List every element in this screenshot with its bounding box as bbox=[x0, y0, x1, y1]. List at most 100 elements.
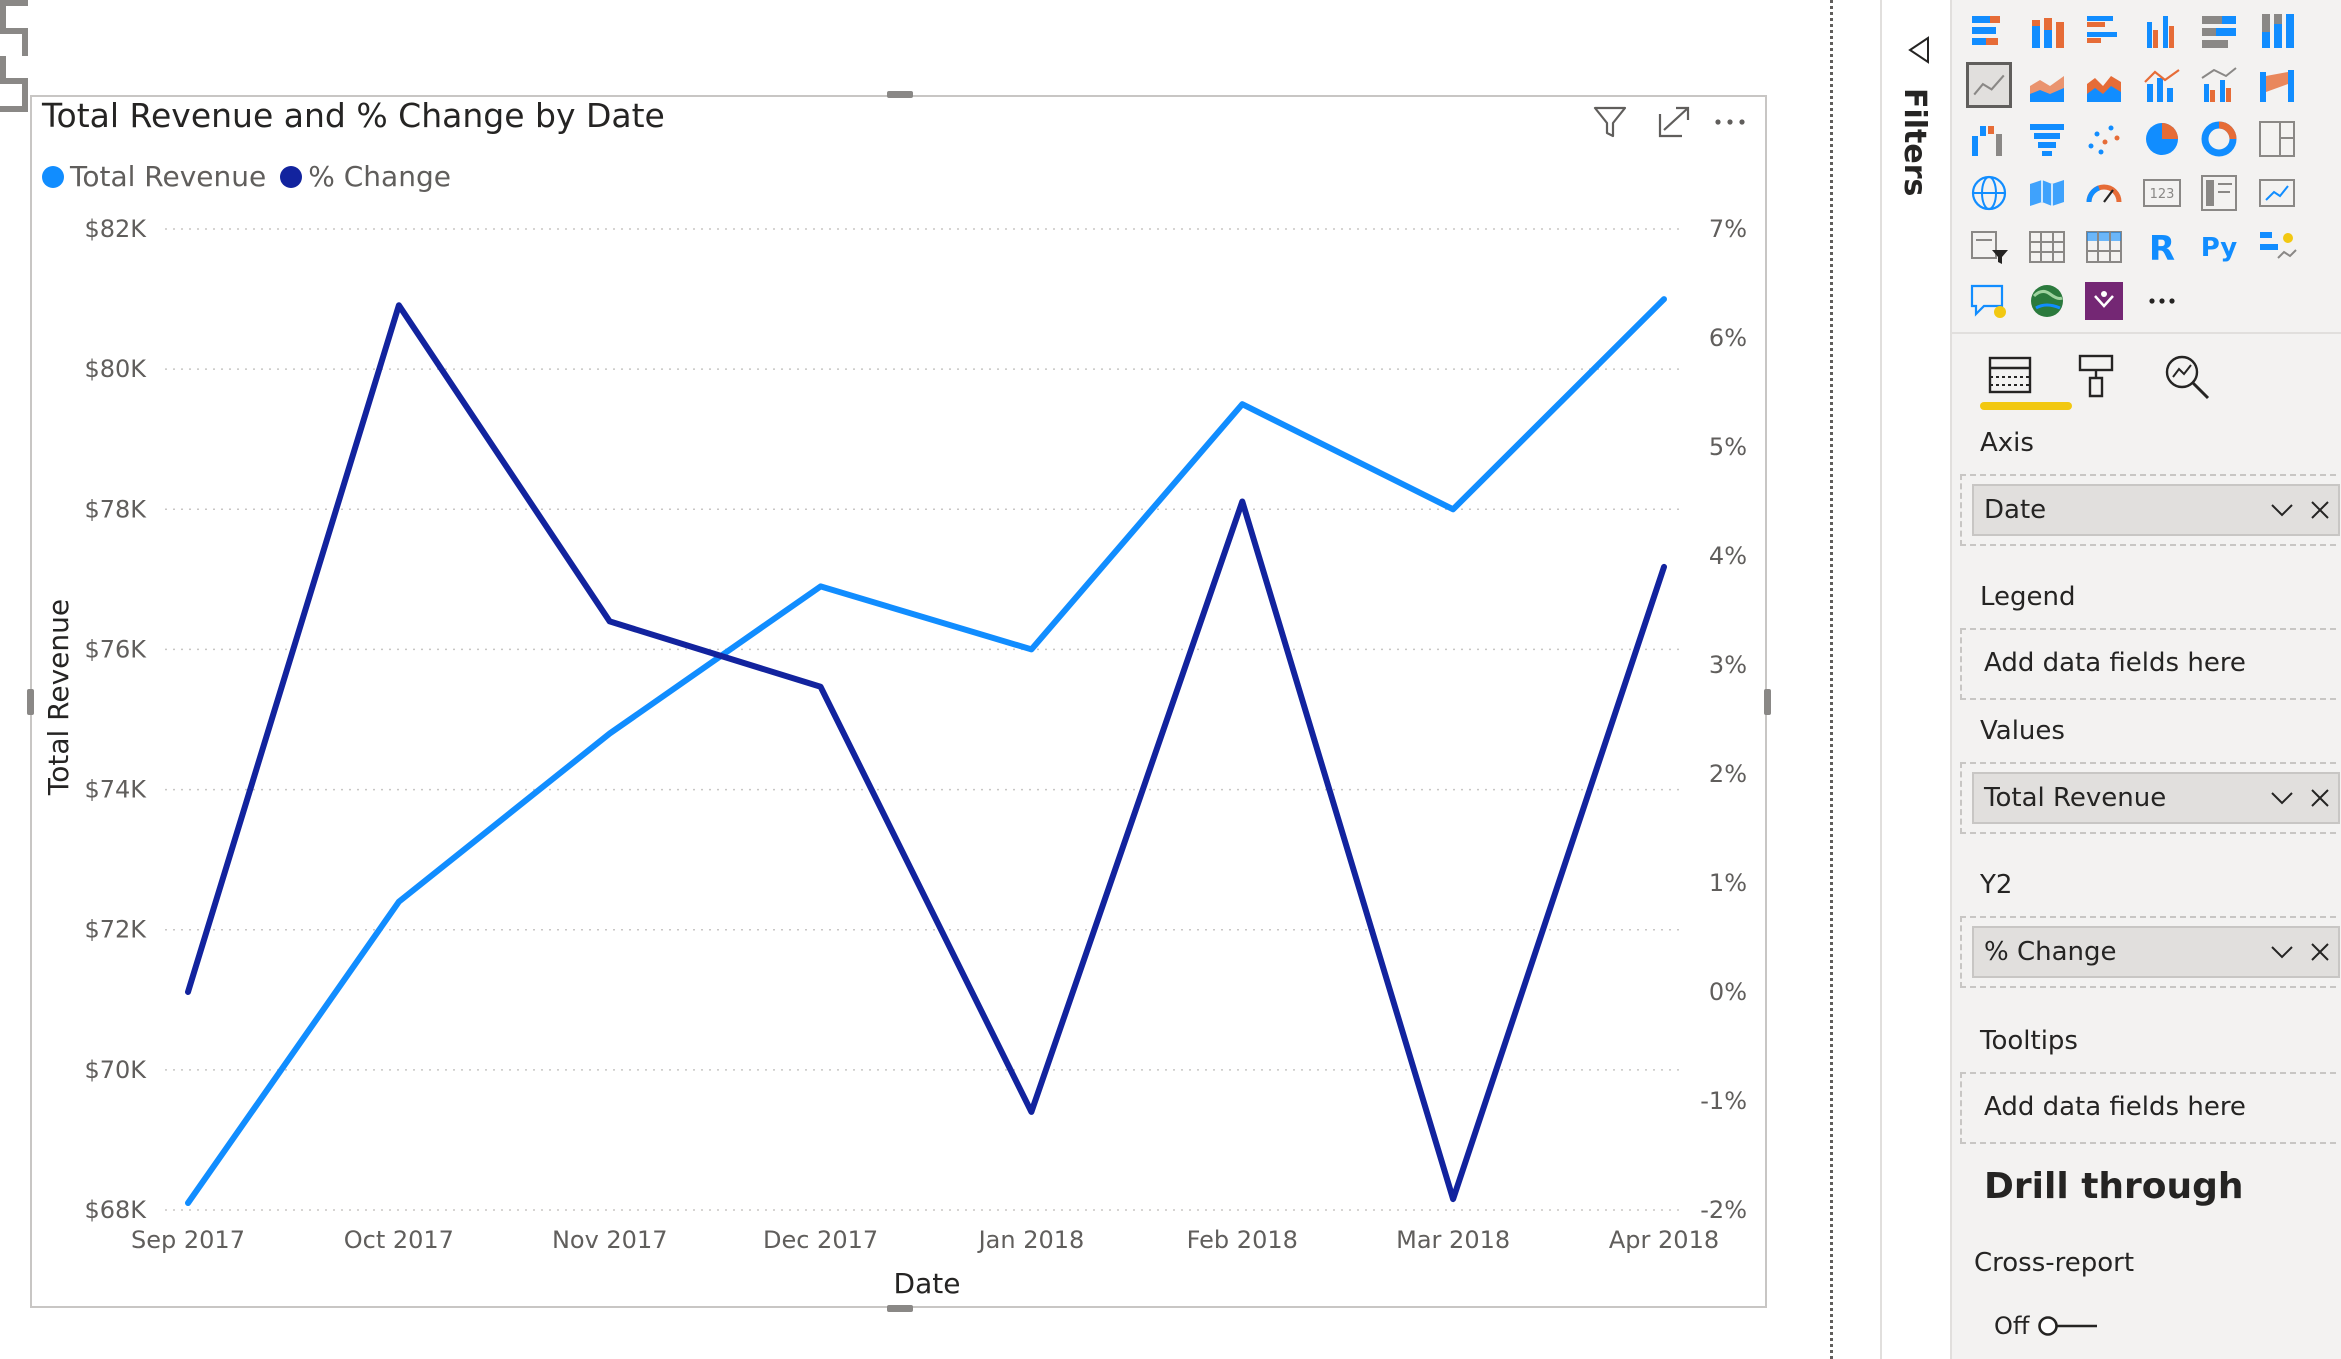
stacked-column-chart-icon[interactable] bbox=[2024, 8, 2070, 54]
key-influencers-icon[interactable] bbox=[2254, 224, 2300, 270]
resize-handle-right[interactable] bbox=[1764, 689, 1771, 715]
slicer-icon[interactable] bbox=[1966, 224, 2012, 270]
x-tick-label: Sep 2017 bbox=[131, 1226, 245, 1254]
legend-well-placeholder: Add data fields here bbox=[1984, 648, 2246, 678]
treemap-icon[interactable] bbox=[2254, 116, 2300, 162]
area-chart-icon[interactable] bbox=[2024, 62, 2070, 108]
data-point[interactable] bbox=[811, 677, 831, 697]
analytics-tab-icon[interactable] bbox=[2158, 348, 2214, 404]
data-point[interactable] bbox=[811, 576, 831, 596]
resize-corner-top-left[interactable] bbox=[0, 0, 28, 28]
arcgis-map-icon[interactable] bbox=[2024, 278, 2070, 324]
python-visual-icon[interactable]: Py bbox=[2196, 224, 2242, 270]
stacked-bar-chart-icon[interactable] bbox=[1966, 8, 2012, 54]
data-point[interactable] bbox=[1021, 1102, 1041, 1122]
resize-handle-bottom[interactable] bbox=[887, 1305, 913, 1312]
legend-dot bbox=[42, 165, 64, 188]
format-tab-icon[interactable] bbox=[2068, 348, 2124, 404]
line-and-stacked-column-chart-icon[interactable] bbox=[2139, 62, 2185, 108]
data-point[interactable] bbox=[178, 982, 198, 1002]
y-tick-label: $80K bbox=[84, 355, 147, 383]
remove-field-icon[interactable] bbox=[2306, 496, 2334, 524]
resize-corner-bottom-right[interactable] bbox=[0, 84, 28, 112]
axis-ticks: $68K $70K $72K $74K $76K $78K $80K $82K -2% -1% 0%… bbox=[84, 215, 1747, 1254]
filter-icon[interactable] bbox=[1590, 102, 1630, 142]
matrix-icon[interactable] bbox=[2081, 224, 2127, 270]
data-point[interactable] bbox=[1443, 499, 1463, 519]
card-icon[interactable]: 123 bbox=[2139, 170, 2185, 216]
more-visuals-icon[interactable] bbox=[2139, 278, 2185, 324]
data-point[interactable] bbox=[389, 892, 409, 912]
legend-well[interactable]: Add data fields here bbox=[1960, 628, 2336, 700]
resize-handle-left[interactable] bbox=[27, 689, 34, 715]
collapse-chevron-icon[interactable] bbox=[1902, 34, 1934, 66]
y2-field-name: % Change bbox=[1984, 937, 2117, 967]
data-point[interactable] bbox=[1021, 639, 1041, 659]
100-stacked-column-chart-icon[interactable] bbox=[2254, 8, 2300, 54]
filters-pane[interactable]: Filters bbox=[1880, 0, 1952, 1359]
series-line-percent-change[interactable] bbox=[185, 302, 1667, 1203]
r-visual-icon[interactable]: R bbox=[2139, 224, 2185, 270]
donut-chart-icon[interactable] bbox=[2196, 116, 2242, 162]
active-tab-indicator bbox=[1980, 402, 2072, 410]
stacked-area-chart-icon[interactable] bbox=[2081, 62, 2127, 108]
kpi-icon[interactable] bbox=[2254, 170, 2300, 216]
data-point[interactable] bbox=[1654, 289, 1674, 309]
more-options-icon[interactable] bbox=[1710, 102, 1750, 142]
series-line-total-revenue[interactable] bbox=[185, 296, 1667, 1206]
clustered-column-chart-icon[interactable] bbox=[2139, 8, 2185, 54]
y2-tick-label: 7% bbox=[1709, 215, 1747, 243]
filled-map-icon[interactable] bbox=[2024, 170, 2070, 216]
values-well[interactable]: Total Revenue bbox=[1960, 762, 2340, 834]
data-point[interactable] bbox=[600, 611, 620, 631]
ribbon-chart-icon[interactable] bbox=[2254, 62, 2300, 108]
y2-well-label: Y2 bbox=[1980, 870, 2013, 900]
remove-field-icon[interactable] bbox=[2306, 784, 2334, 812]
chevron-down-icon[interactable] bbox=[2268, 784, 2296, 812]
scatter-chart-icon[interactable] bbox=[2081, 116, 2127, 162]
data-point[interactable] bbox=[1232, 394, 1252, 414]
waterfall-chart-icon[interactable] bbox=[1966, 116, 2012, 162]
chevron-down-icon[interactable] bbox=[2268, 938, 2296, 966]
data-point[interactable] bbox=[600, 724, 620, 744]
pie-chart-icon[interactable] bbox=[2139, 116, 2185, 162]
chart-legend: Total Revenue % Change bbox=[42, 160, 451, 193]
cross-report-toggle[interactable] bbox=[2037, 1315, 2099, 1337]
resize-corner-top-right[interactable] bbox=[0, 28, 28, 56]
y2-well[interactable]: % Change bbox=[1960, 916, 2340, 988]
values-field-chip[interactable]: Total Revenue bbox=[1972, 772, 2340, 824]
power-apps-icon[interactable] bbox=[2081, 278, 2127, 324]
table-icon[interactable] bbox=[2024, 224, 2070, 270]
multi-row-card-icon[interactable] bbox=[2196, 170, 2242, 216]
legend-item-total-revenue[interactable]: Total Revenue bbox=[42, 160, 266, 193]
data-point[interactable] bbox=[1232, 492, 1252, 512]
funnel-chart-icon[interactable] bbox=[2024, 116, 2070, 162]
resize-handle-top[interactable] bbox=[887, 91, 913, 98]
focus-mode-icon[interactable] bbox=[1654, 102, 1694, 142]
data-point[interactable] bbox=[1443, 1189, 1463, 1209]
data-point[interactable] bbox=[178, 1193, 198, 1213]
tooltips-well[interactable]: Add data fields here bbox=[1960, 1072, 2336, 1144]
y2-field-chip[interactable]: % Change bbox=[1972, 926, 2340, 978]
x-tick-label: Apr 2018 bbox=[1609, 1226, 1719, 1254]
q-and-a-icon[interactable] bbox=[1966, 278, 2012, 324]
x-tick-label: Feb 2018 bbox=[1187, 1226, 1298, 1254]
data-point[interactable] bbox=[1654, 557, 1674, 577]
x-tick-label: Oct 2017 bbox=[344, 1226, 454, 1254]
legend-item-percent-change[interactable]: % Change bbox=[280, 160, 451, 193]
remove-field-icon[interactable] bbox=[2306, 938, 2334, 966]
resize-corner-bottom-left[interactable] bbox=[0, 56, 28, 84]
line-chart-icon[interactable] bbox=[1966, 62, 2012, 108]
y2-tick-label: -1% bbox=[1700, 1087, 1747, 1115]
chevron-down-icon[interactable] bbox=[2268, 496, 2296, 524]
axis-well[interactable]: Date bbox=[1960, 474, 2340, 546]
y2-tick-label: 5% bbox=[1709, 433, 1747, 461]
gauge-icon[interactable] bbox=[2081, 170, 2127, 216]
data-point[interactable] bbox=[389, 295, 409, 315]
100-stacked-bar-chart-icon[interactable] bbox=[2196, 8, 2242, 54]
line-and-clustered-column-chart-icon[interactable] bbox=[2196, 62, 2242, 108]
fields-tab-icon[interactable] bbox=[1982, 348, 2038, 404]
clustered-bar-chart-icon[interactable] bbox=[2081, 8, 2127, 54]
map-icon[interactable] bbox=[1966, 170, 2012, 216]
axis-field-chip[interactable]: Date bbox=[1972, 484, 2340, 536]
